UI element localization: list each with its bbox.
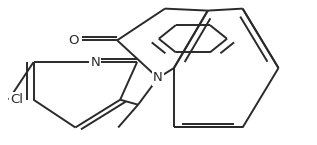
Text: O: O xyxy=(69,34,79,47)
Text: Cl: Cl xyxy=(10,93,23,106)
Text: N: N xyxy=(153,71,163,84)
Text: N: N xyxy=(90,56,100,69)
